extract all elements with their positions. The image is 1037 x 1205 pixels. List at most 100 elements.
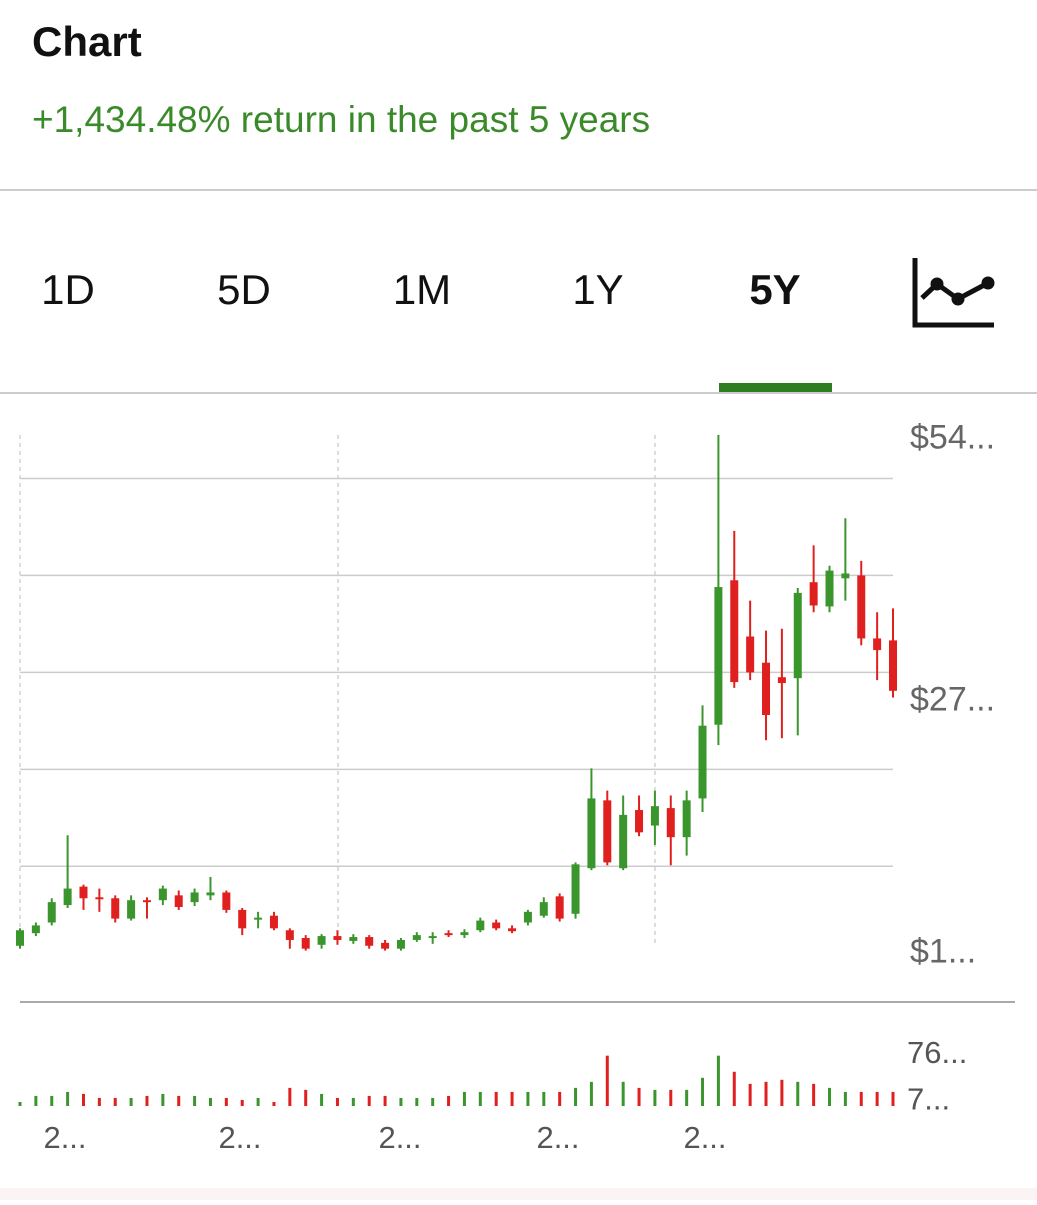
candle-body <box>555 896 564 919</box>
tab[interactable]: 5D <box>217 266 271 313</box>
volume-bar <box>526 1091 530 1106</box>
volume-bar <box>637 1087 641 1106</box>
tab[interactable]: 1M <box>393 266 451 313</box>
volume-bar <box>462 1091 466 1106</box>
volume-bar <box>653 1089 657 1106</box>
tab[interactable]: 1Y <box>572 266 623 313</box>
x-tick-label: 2... <box>683 1120 726 1155</box>
candle-body <box>635 810 644 833</box>
volume-bar <box>716 1055 720 1106</box>
candle-body <box>127 900 136 919</box>
volume-bar <box>34 1095 38 1106</box>
candle-body <box>285 930 294 940</box>
volume-bar <box>415 1097 419 1106</box>
header-title: Chart <box>32 18 142 65</box>
candle-body <box>857 575 866 639</box>
x-tick-label: 2... <box>378 1120 421 1155</box>
candle-body <box>333 936 342 940</box>
candle-body <box>428 936 437 939</box>
volume-bar <box>812 1083 816 1106</box>
volume-bar <box>383 1095 387 1106</box>
volume-bar <box>589 1081 593 1106</box>
volume-bar <box>320 1093 324 1106</box>
volume-bar <box>97 1097 101 1106</box>
volume-bar <box>367 1095 371 1106</box>
x-tick-label: 2... <box>43 1120 86 1155</box>
volume-bar <box>447 1095 451 1106</box>
volume-bar <box>208 1097 212 1106</box>
tab[interactable]: 1D <box>41 266 95 313</box>
volume-bar <box>796 1081 800 1106</box>
chart-type-icon[interactable] <box>912 258 995 328</box>
candle-body <box>142 900 151 903</box>
volume-bar <box>621 1081 625 1106</box>
volume-bar <box>669 1089 673 1106</box>
candle-body <box>206 892 215 896</box>
volume-bar <box>478 1091 482 1106</box>
tab-bar: 1D 5D 1M 1Y 5Y <box>41 266 832 392</box>
candle-body <box>381 942 390 949</box>
volume-bar <box>494 1091 498 1106</box>
volume-bar <box>605 1055 609 1106</box>
candle-body <box>412 935 421 940</box>
candle-body <box>873 638 882 651</box>
candle-body <box>16 930 24 946</box>
candle-body <box>190 892 199 903</box>
x-tick-label: 2... <box>536 1120 579 1155</box>
vertical-guides <box>19 435 656 945</box>
candle-body <box>63 888 72 906</box>
tab[interactable]: 5Y <box>749 266 800 313</box>
volume-bar <box>193 1095 197 1106</box>
candle-body <box>889 640 897 691</box>
candle-body <box>793 592 802 679</box>
candle-body <box>746 636 755 673</box>
candle-body <box>777 677 786 684</box>
volume-tick-label: 76... <box>907 1035 967 1070</box>
candle-body <box>825 570 834 607</box>
volume-bar <box>431 1097 435 1106</box>
volume-bar <box>177 1095 181 1106</box>
candle-body <box>809 582 818 606</box>
candle-body <box>650 806 659 826</box>
volume-bar <box>18 1101 22 1106</box>
candle-body <box>174 895 183 907</box>
volume-bar <box>240 1099 244 1106</box>
candle-body <box>492 922 501 929</box>
volume-bar <box>843 1091 847 1106</box>
y-tick-label: $1... <box>910 933 976 971</box>
candle-body <box>571 864 580 914</box>
volume-bar <box>542 1091 546 1106</box>
candle-body <box>523 911 532 923</box>
candle-body <box>47 902 56 923</box>
candle-body <box>460 932 469 936</box>
candle-body <box>762 662 771 716</box>
candle-body <box>444 933 453 936</box>
volume-bar <box>288 1087 292 1106</box>
candle-body <box>587 798 596 869</box>
volume-bar <box>145 1095 149 1106</box>
volume-tick-label: 7... <box>907 1081 950 1116</box>
candle-body <box>508 928 517 932</box>
volume-bar <box>701 1077 705 1106</box>
volume-bar <box>272 1101 276 1106</box>
volume-bar <box>510 1091 514 1106</box>
candle-body <box>666 808 675 838</box>
volume-bar <box>66 1091 70 1106</box>
volume-bar <box>50 1095 54 1106</box>
volume-bar <box>113 1097 117 1106</box>
bottom-band <box>0 1188 1037 1200</box>
volume-bar <box>161 1093 165 1106</box>
volume-bar <box>129 1097 133 1106</box>
volume-bar <box>748 1083 752 1106</box>
candle-body <box>238 909 247 929</box>
candle-body <box>254 917 263 920</box>
volume-bar <box>399 1097 403 1106</box>
candle-body <box>698 725 707 799</box>
header-subtitle: +1,434.48% return in the past 5 years <box>32 99 650 140</box>
candle-body <box>222 892 231 910</box>
candle-body <box>476 920 485 931</box>
volume-bar <box>224 1097 228 1106</box>
volume-bar <box>780 1079 784 1106</box>
candle-body <box>79 886 88 899</box>
